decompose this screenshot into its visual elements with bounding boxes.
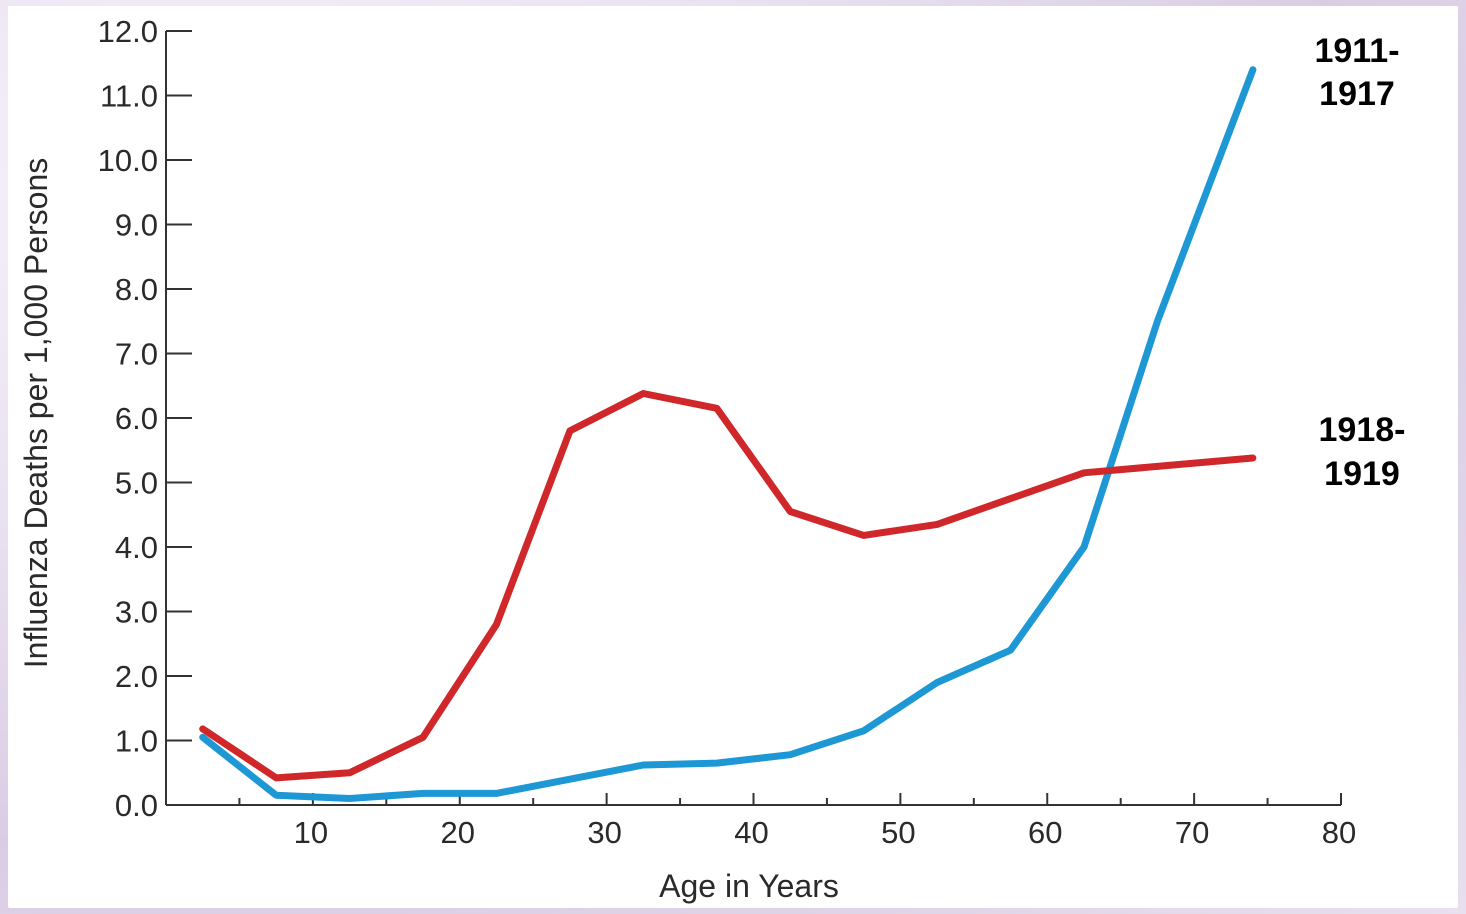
- y-tick-label: 5.0: [115, 466, 158, 501]
- y-tick-label: 10.0: [98, 143, 158, 178]
- x-tick-label: 20: [441, 815, 475, 850]
- x-tick-label: 40: [734, 815, 768, 850]
- y-tick-label: 9.0: [115, 208, 158, 243]
- series-label-line-1: 1918-: [1319, 411, 1406, 449]
- y-axis-title: Influenza Deaths per 1,000 Persons: [18, 158, 54, 669]
- y-tick-label: 3.0: [115, 595, 158, 630]
- series-label-1911-1917: 1911- 1917: [1314, 32, 1399, 113]
- x-tick-label: 50: [881, 815, 915, 850]
- y-tick-label: 0.0: [115, 788, 158, 823]
- x-tick-label: 30: [587, 815, 621, 850]
- series-label-line-1: 1911-: [1314, 32, 1399, 70]
- x-axis-title: Age in Years: [659, 868, 839, 904]
- series-label-line-2: 1917: [1319, 75, 1395, 113]
- y-tick-label: 2.0: [115, 659, 158, 694]
- series-line-1911-1917: [199, 66, 1257, 802]
- series-lines: [199, 66, 1257, 802]
- x-tick-label: 70: [1175, 815, 1209, 850]
- series-label-1918-1919: 1918- 1919: [1319, 411, 1406, 493]
- x-tick-label: 60: [1028, 815, 1062, 850]
- y-tick-label: 11.0: [100, 79, 158, 114]
- y-tick-label: 8.0: [115, 272, 158, 307]
- y-axis-ticks: 0.0 1.0 2.0 3.0 4.0 5.0 6.0 7.0 8.0 9.0 10.0 11.0 12…: [98, 14, 192, 823]
- y-tick-label: 4.0: [115, 530, 158, 565]
- series-line-1918-1919: [199, 390, 1257, 782]
- y-tick-label: 12.0: [98, 14, 158, 49]
- y-tick-label: 7.0: [115, 337, 158, 372]
- y-tick-label: 1.0: [115, 724, 158, 759]
- y-tick-label: 6.0: [115, 401, 158, 436]
- x-tick-label: 10: [294, 815, 328, 850]
- x-axis-ticks: 10 20 30 40 50 60 70 80: [238, 793, 1356, 850]
- x-tick-label: 80: [1322, 815, 1356, 850]
- series-label-line-2: 1919: [1324, 455, 1400, 493]
